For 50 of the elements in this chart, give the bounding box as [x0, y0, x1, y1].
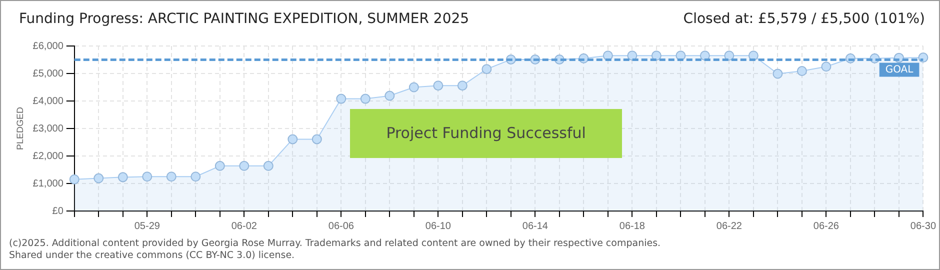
- text: (c)2025. Additional content provided by Georgia Rose Murray. Trademarks and related content are owned by their respective companies.: [9, 238, 661, 250]
- point: [69, 174, 80, 184]
- y-tick-label: £2,000: [32, 150, 64, 162]
- x-tick-label: 06-18: [619, 220, 646, 232]
- y-tick-label: £5,000: [32, 68, 64, 80]
- text: Shared under the creative commons (CC BY-NC 3.0) license.: [9, 250, 296, 262]
- point: [796, 66, 807, 76]
- point: [118, 172, 128, 182]
- y-axis-title: PLEDGED: [14, 106, 25, 150]
- y-tick-label: £1,000: [32, 178, 64, 190]
- point: [384, 90, 395, 101]
- point: [918, 52, 928, 63]
- x-tick-label: 06-06: [328, 220, 354, 232]
- x-tick-label: 06-02: [231, 220, 258, 232]
- x-tick-label: 06-14: [522, 220, 548, 232]
- y-tick-label: £4,000: [32, 96, 64, 107]
- point: [627, 50, 638, 61]
- point: [288, 134, 298, 144]
- banner: Project Funding Successful: [350, 108, 622, 158]
- chart-title: Funding Progress: ARCTIC PAINTING EXPEDITION, SUMMER 2025: [19, 11, 470, 27]
- point: [142, 172, 152, 182]
- point: [94, 173, 104, 184]
- point: [263, 160, 274, 171]
- point: [239, 160, 250, 171]
- point: [166, 172, 176, 182]
- annotation: Project Funding Successful: [386, 124, 586, 142]
- point: [214, 160, 225, 171]
- point: [700, 50, 710, 61]
- point: [772, 68, 783, 79]
- point: [190, 172, 201, 182]
- x-tick-label: 05-29: [134, 220, 160, 232]
- point: [651, 50, 662, 61]
- point: [821, 62, 832, 72]
- point: [336, 94, 346, 104]
- y-tick-label: £3,000: [32, 123, 64, 134]
- x-tick-label: 06-10: [425, 220, 452, 232]
- chart-subtitle: Closed at: £5,579 / £5,500 (101%): [683, 11, 925, 27]
- point: [360, 94, 370, 104]
- ref-line-label: GOAL: [885, 64, 914, 76]
- y-tick-label: £0: [52, 206, 64, 217]
- point: [724, 50, 734, 61]
- x-tick-label: 06-22: [716, 220, 742, 232]
- point: [312, 134, 322, 144]
- point: [457, 80, 468, 91]
- point: [408, 82, 419, 92]
- point: [433, 80, 444, 91]
- x-tick-label: 06-30: [910, 220, 936, 232]
- point: [482, 64, 492, 74]
- y-tick-label: £6,000: [32, 40, 64, 52]
- x-tick-label: 06-26: [813, 220, 840, 232]
